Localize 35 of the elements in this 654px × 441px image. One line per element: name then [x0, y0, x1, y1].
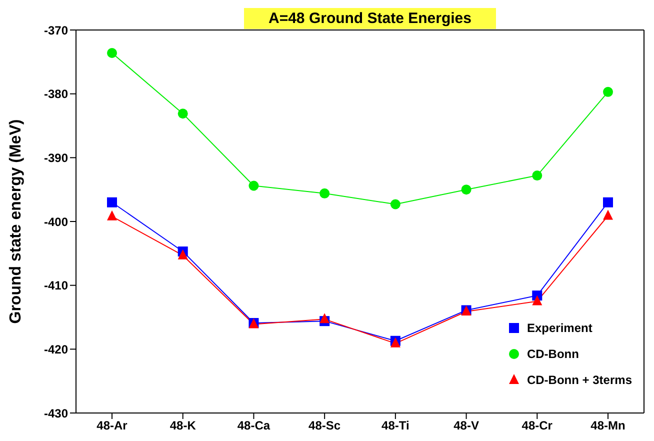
y-axis-title: Ground state energy (MeV) — [8, 119, 25, 324]
y-tick-label: -410 — [44, 278, 68, 293]
x-tick-label: 48-Ti — [382, 418, 410, 433]
point — [532, 170, 542, 181]
point — [178, 249, 188, 260]
x-tick-label: 48-Cr — [522, 418, 553, 433]
x-tick-label: 48-V — [454, 418, 479, 433]
x-tick-label: 48-K — [170, 418, 196, 433]
legend-label: Experiment — [526, 320, 592, 337]
point — [107, 210, 117, 220]
y-tick-label: -370 — [44, 23, 68, 38]
point — [320, 313, 330, 324]
point — [532, 295, 542, 306]
x-tick-label: 48-Ar — [96, 418, 128, 433]
x-tick-label: 48-Sc — [308, 418, 341, 433]
x-tick-label: 48-Mn — [590, 418, 626, 433]
y-tick-label: -430 — [44, 406, 68, 420]
x-tick-label: 48-Ca — [237, 418, 270, 433]
y-tick-label: -380 — [44, 87, 68, 102]
point — [603, 86, 613, 97]
point — [178, 108, 188, 119]
point — [390, 199, 400, 210]
y-tick-label: -390 — [44, 150, 68, 165]
point — [461, 184, 472, 195]
y-tick-label: -400 — [44, 214, 68, 229]
point — [107, 48, 117, 58]
point — [603, 197, 613, 208]
chart-title: A=48 Ground State Energies — [244, 8, 496, 29]
y-tick-label: -420 — [44, 342, 68, 356]
point — [107, 197, 117, 208]
legend-label: CD-Bonn + 3terms — [526, 372, 632, 389]
point — [248, 180, 259, 191]
point — [320, 188, 330, 198]
legend-label: CD-Bonn — [526, 346, 579, 363]
point — [603, 210, 613, 220]
